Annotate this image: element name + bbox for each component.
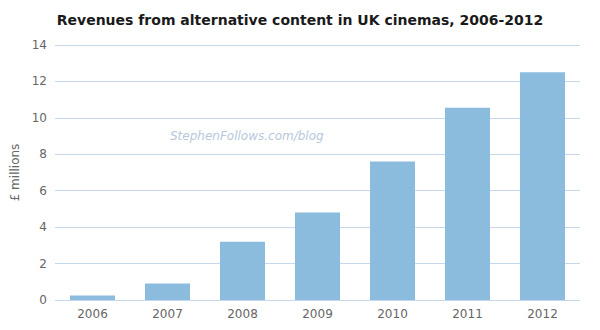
svg-text:2011: 2011 <box>452 307 483 321</box>
svg-text:£ millions: £ millions <box>8 144 22 202</box>
svg-text:6: 6 <box>39 184 47 198</box>
svg-text:2012: 2012 <box>527 307 558 321</box>
svg-text:Revenues from alternative cont: Revenues from alternative content in UK … <box>57 12 544 28</box>
svg-text:14: 14 <box>32 38 47 52</box>
svg-text:StephenFollows.com/blog: StephenFollows.com/blog <box>170 129 324 143</box>
svg-text:2009: 2009 <box>302 307 333 321</box>
svg-text:10: 10 <box>32 111 47 125</box>
svg-text:2006: 2006 <box>77 307 108 321</box>
svg-text:8: 8 <box>39 147 47 161</box>
svg-text:2008: 2008 <box>227 307 258 321</box>
svg-text:0: 0 <box>39 293 47 307</box>
svg-text:2: 2 <box>39 257 47 271</box>
svg-text:2010: 2010 <box>377 307 408 321</box>
svg-text:12: 12 <box>32 74 47 88</box>
svg-text:2007: 2007 <box>152 307 183 321</box>
svg-text:4: 4 <box>39 220 47 234</box>
